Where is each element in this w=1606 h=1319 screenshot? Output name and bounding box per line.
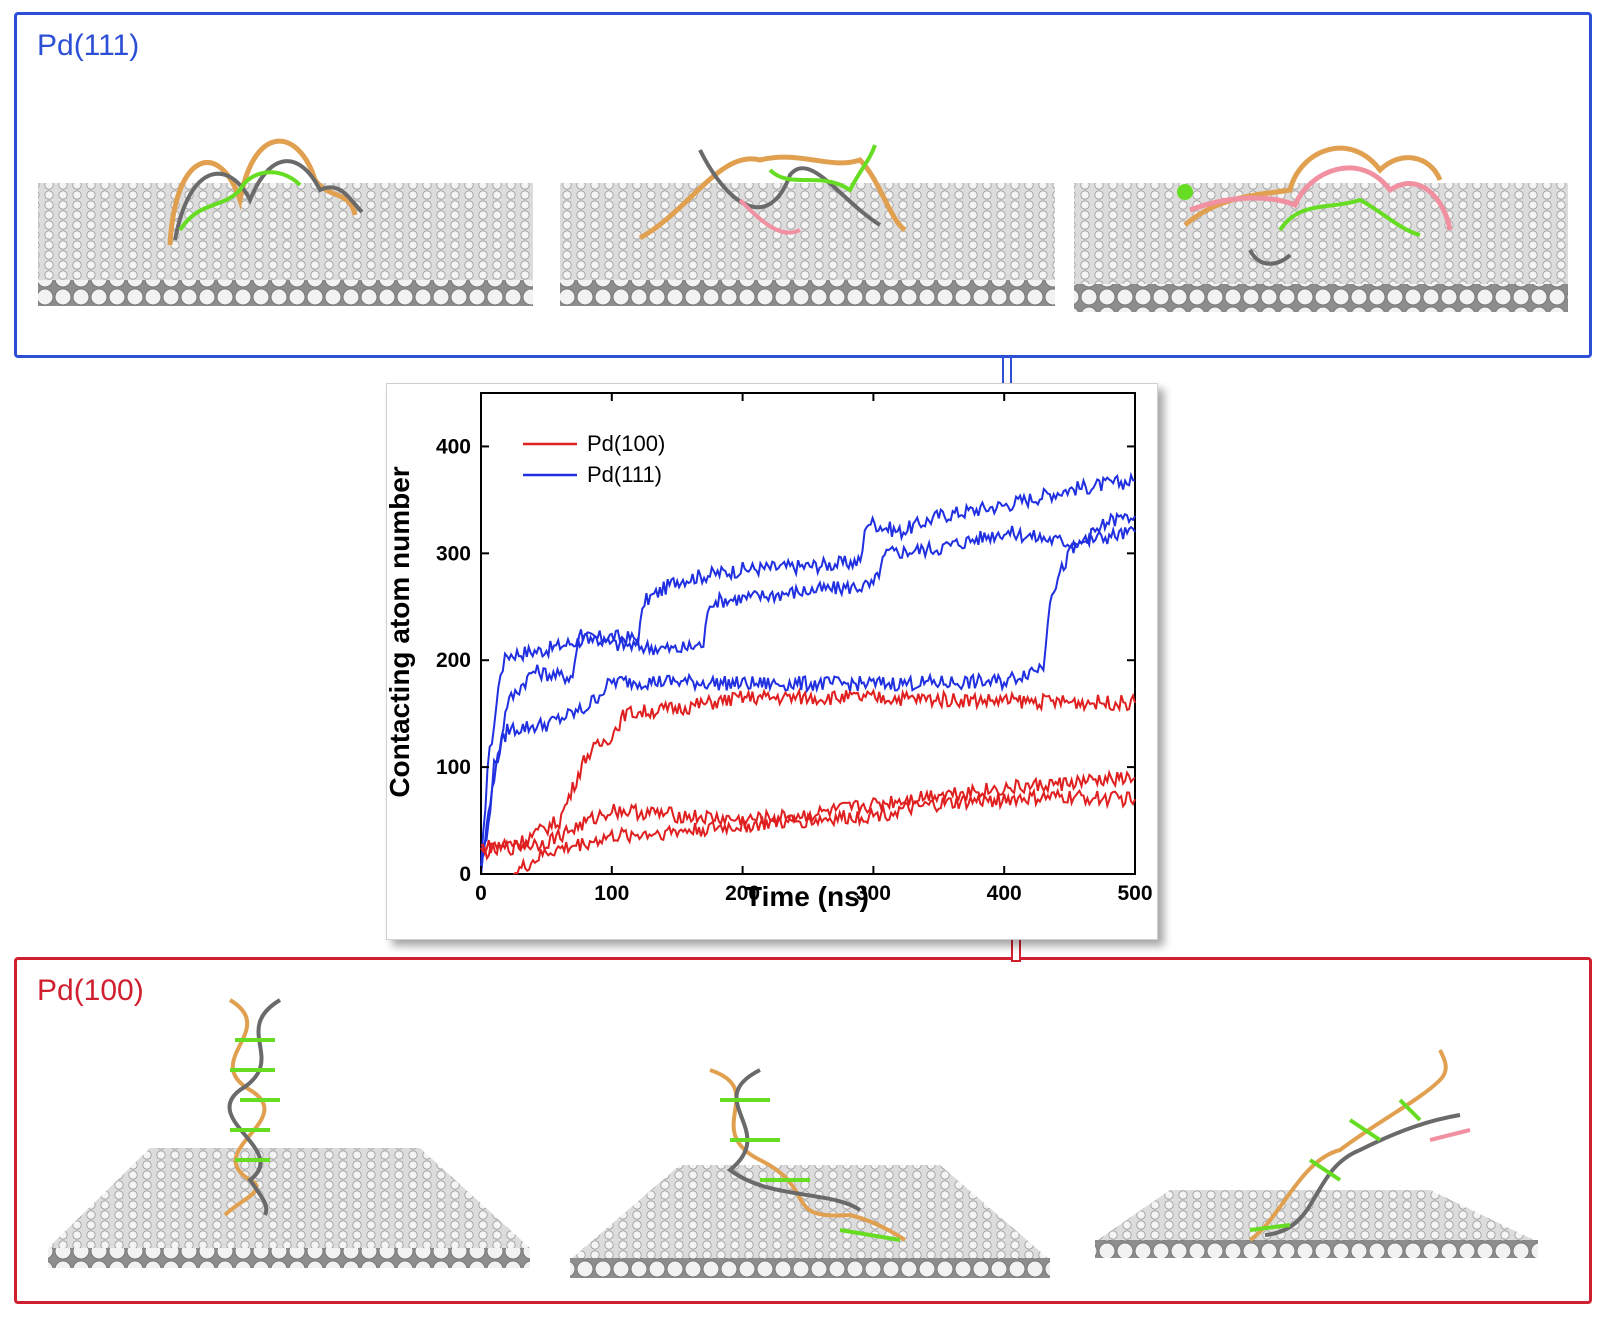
legend: Pd(100) Pd(111) <box>523 431 665 487</box>
series-line-pd111-0 <box>480 471 1136 869</box>
series-line-pd111-1 <box>480 525 1136 875</box>
y-tick-label: 100 <box>436 756 471 779</box>
series-line-pd111-2 <box>480 511 1136 875</box>
pd100-panel: Pd(100) <box>14 957 1592 1304</box>
series-layer <box>480 471 1136 875</box>
pd111-panel-label: Pd(111) <box>37 29 140 62</box>
pd100-panel-label: Pd(100) <box>37 974 144 1007</box>
plot-area <box>480 392 1136 875</box>
y-axis-label: Contacting atom number <box>387 466 415 797</box>
y-tick-label: 200 <box>436 649 471 672</box>
series-line-pd100-5 <box>513 787 1136 875</box>
x-tick-label: 500 <box>1117 882 1152 905</box>
legend-label-pd100: Pd(100) <box>587 431 665 456</box>
x-tick-label: 300 <box>856 882 891 905</box>
chart-frame: 0 100 200 300 400 500 0 100 200 300 400 Pd(100) Pd… <box>384 383 1158 940</box>
contact-chart: 0 100 200 300 400 500 0 100 200 300 400 Pd(100) Pd… <box>384 392 1153 912</box>
x-tick-label: 400 <box>987 882 1022 905</box>
y-tick-label: 300 <box>436 542 471 565</box>
x-tick-label: 0 <box>475 882 487 905</box>
pd111-panel: Pd(111) <box>14 12 1592 358</box>
ticks-layer: 0 100 200 300 400 500 0 100 200 300 400 <box>436 393 1153 905</box>
y-tick-label: 400 <box>436 435 471 458</box>
x-axis-label: Time (ns) <box>745 881 869 912</box>
legend-label-pd111: Pd(111) <box>587 462 662 487</box>
y-tick-label: 0 <box>459 863 471 886</box>
x-tick-label: 100 <box>594 882 629 905</box>
series-line-pd100-3 <box>480 687 1136 857</box>
x-tick-label: 200 <box>725 882 760 905</box>
